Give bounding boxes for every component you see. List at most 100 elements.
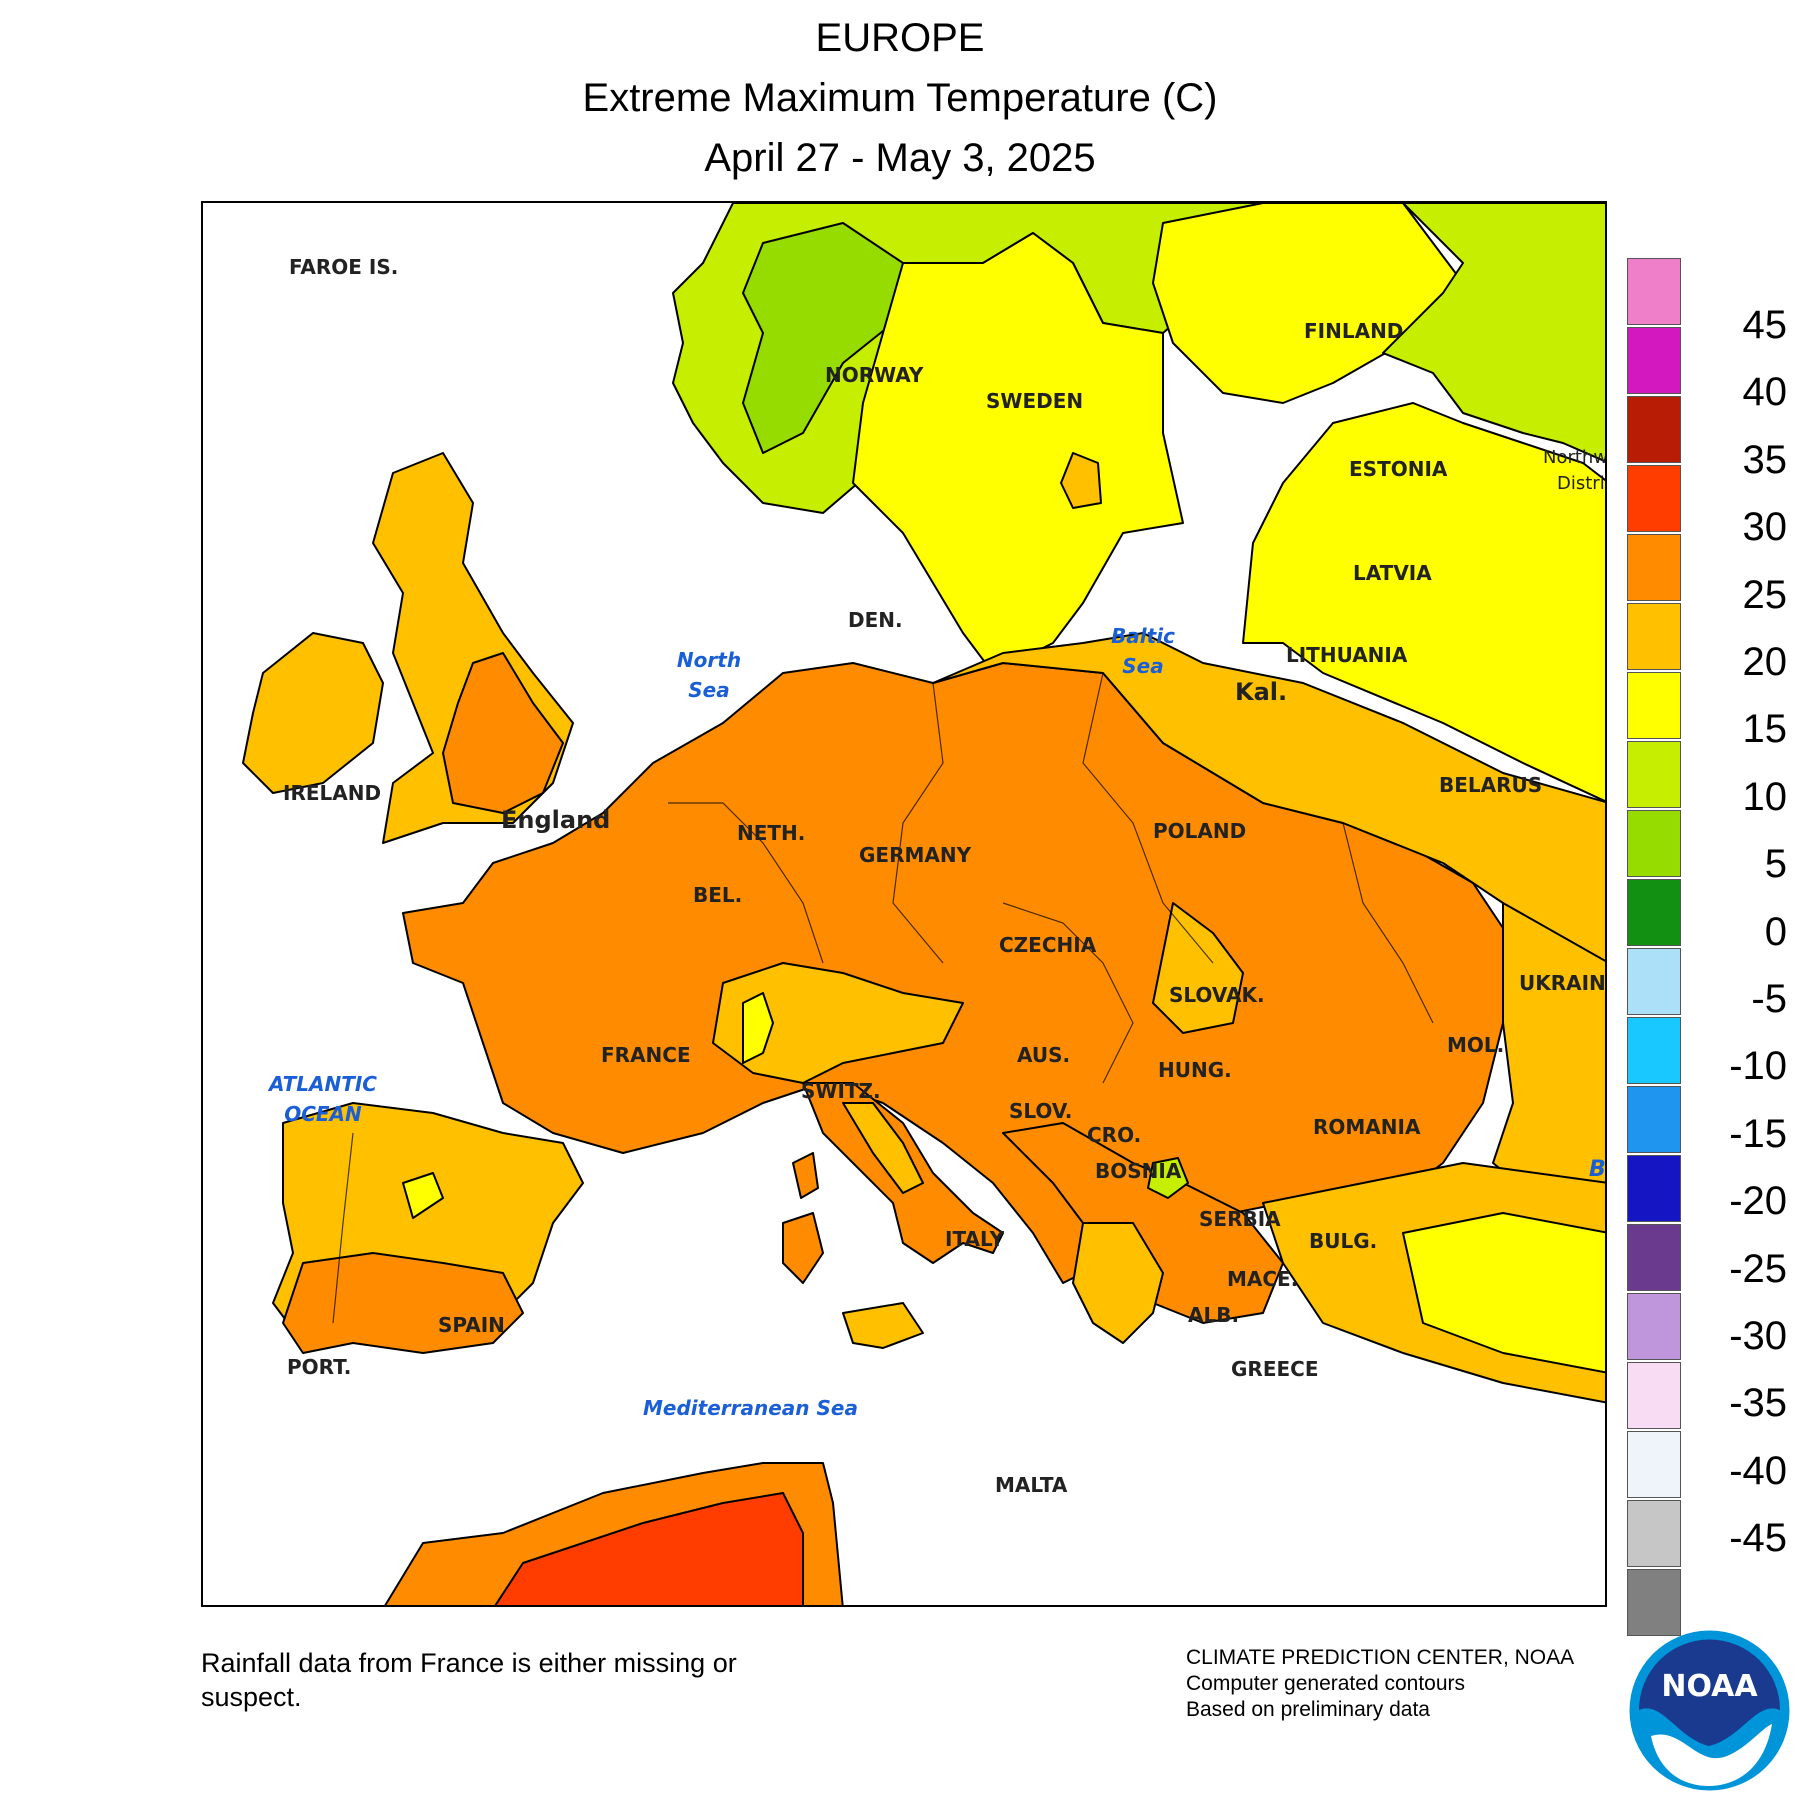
legend-swatch xyxy=(1627,672,1681,739)
label-bulgaria: BULG. xyxy=(1309,1229,1378,1253)
label-italy: ITALY xyxy=(945,1227,1005,1251)
legend-tick-label: 40 xyxy=(1742,370,1788,415)
label-denmark: DEN. xyxy=(848,608,903,632)
label-croatia: CRO. xyxy=(1087,1123,1142,1147)
label-serbia: SERBIA xyxy=(1199,1207,1281,1231)
legend-tick-label: 20 xyxy=(1742,640,1788,684)
legend-tick-label: 35 xyxy=(1742,437,1788,482)
corsica xyxy=(792,1152,819,1199)
ireland-region xyxy=(242,632,384,794)
carpathian-cool-band xyxy=(1152,902,1244,1034)
label-sweden: SWEDEN xyxy=(986,389,1084,413)
label-slovakia: SLOVAK. xyxy=(1169,983,1265,1007)
map-title: Extreme Maximum Temperature (C) xyxy=(582,76,1218,120)
label-bosnia: BOSNIA xyxy=(1095,1159,1182,1183)
sicily xyxy=(842,1302,924,1349)
legend-swatch xyxy=(1627,741,1681,808)
label-b-partial: B xyxy=(1589,1157,1606,1182)
england-warm-area xyxy=(442,652,564,814)
label-baltic-sea: Baltic Sea xyxy=(1111,624,1175,678)
credit-line-1: CLIMATE PREDICTION CENTER, NOAA xyxy=(1186,1646,1575,1669)
legend-swatch xyxy=(1627,1362,1681,1429)
legend-swatch xyxy=(1627,258,1681,325)
noaa-logo: NOAA xyxy=(1629,1630,1790,1791)
label-lithuania: LITHUANIA xyxy=(1286,643,1408,667)
legend-tick-label: -30 xyxy=(1729,1314,1787,1358)
italy-cool-strip xyxy=(842,1102,924,1194)
label-belarus: BELARUS xyxy=(1439,773,1543,797)
label-ukraine: UKRAINE xyxy=(1519,971,1606,995)
legend-swatch xyxy=(1627,1569,1681,1636)
label-ireland: IRELAND xyxy=(283,781,382,805)
legend-tick-label: 10 xyxy=(1742,774,1788,819)
label-finland: FINLAND xyxy=(1304,319,1404,343)
border-line xyxy=(1002,902,1134,1084)
legend-swatch xyxy=(1627,1293,1681,1360)
finland-region xyxy=(1152,203,1464,404)
label-romania: ROMANIA xyxy=(1313,1115,1421,1139)
bulgaria-cold-spot xyxy=(1147,1157,1189,1199)
legend-tick-label: 25 xyxy=(1742,572,1788,617)
legend-swatch xyxy=(1627,1224,1681,1291)
label-latvia: LATVIA xyxy=(1353,561,1432,585)
turkey-cool-area xyxy=(1402,1212,1605,1374)
credit-line-3: Based on preliminary data xyxy=(1186,1698,1430,1721)
label-austria: AUS. xyxy=(1017,1043,1071,1067)
border-line xyxy=(1342,822,1434,1024)
legend-swatch xyxy=(1627,465,1681,532)
iberia-cold-spot xyxy=(402,1172,444,1219)
label-portugal: PORT. xyxy=(287,1355,352,1379)
legend-tick-label: -40 xyxy=(1729,1448,1787,1493)
border-line xyxy=(892,682,944,964)
legend-tick-label: -15 xyxy=(1729,1111,1787,1156)
label-england: England xyxy=(501,806,611,834)
legend-tick-label: 0 xyxy=(1764,909,1787,954)
label-switzerland: SWITZ. xyxy=(801,1079,881,1103)
label-greece: GREECE xyxy=(1231,1357,1319,1381)
label-north-sea: North Sea xyxy=(676,648,742,702)
legend-tick-label: 45 xyxy=(1742,303,1788,347)
credit-line-2: Computer generated contours xyxy=(1186,1672,1465,1695)
legend-swatch xyxy=(1627,603,1681,670)
label-netherlands: NETH. xyxy=(737,821,806,845)
legend-swatch xyxy=(1627,1017,1681,1084)
legend-tick-label: 30 xyxy=(1742,505,1788,550)
alps-cool-area xyxy=(712,962,964,1084)
noaa-logo-text: NOAA xyxy=(1661,1669,1758,1704)
poland-east-region xyxy=(932,632,1605,964)
legend-swatch xyxy=(1627,810,1681,877)
legend-swatch xyxy=(1627,1086,1681,1153)
label-spain: SPAIN xyxy=(438,1313,505,1337)
northeast-region xyxy=(1382,203,1605,463)
legend-tick-label: -5 xyxy=(1751,977,1787,1021)
label-france: FRANCE xyxy=(601,1043,691,1067)
central-europe-region xyxy=(402,662,1514,1284)
label-northwest-partial: Northw xyxy=(1543,447,1607,468)
label-estonia: ESTONIA xyxy=(1349,457,1448,481)
title-block: EUROPE Extreme Maximum Temperature (C) A… xyxy=(0,8,1800,188)
temperature-map: FAROE IS. NORWAY SWEDEN FINLAND ESTONIA … xyxy=(201,201,1607,1607)
greece-region xyxy=(1072,1222,1164,1344)
label-malta: MALTA xyxy=(995,1473,1068,1497)
legend-tick-label: -35 xyxy=(1729,1381,1787,1426)
label-albania: ALB. xyxy=(1188,1303,1240,1327)
label-czechia: CZECHIA xyxy=(999,933,1097,957)
border-line xyxy=(1082,672,1214,964)
iberia-warm-south xyxy=(282,1252,524,1354)
legend-swatch xyxy=(1627,534,1681,601)
legend-swatch xyxy=(1627,327,1681,394)
border-line xyxy=(668,802,824,964)
legend-tick-label: 15 xyxy=(1742,707,1788,752)
label-hungary: HUNG. xyxy=(1158,1058,1232,1082)
label-atlantic-ocean: ATLANTIC OCEAN xyxy=(269,1072,377,1126)
label-norway: NORWAY xyxy=(825,363,924,387)
legend-swatch xyxy=(1627,948,1681,1015)
legend-tick-label: -25 xyxy=(1729,1246,1787,1291)
legend-swatch xyxy=(1627,879,1681,946)
north-africa-hot-area xyxy=(494,1492,804,1605)
label-slovenia: SLOV. xyxy=(1009,1099,1073,1123)
border-line xyxy=(332,1132,354,1324)
sweden-region xyxy=(852,232,1184,674)
legend-swatch xyxy=(1627,1500,1681,1567)
map-shapes xyxy=(242,203,1605,1605)
